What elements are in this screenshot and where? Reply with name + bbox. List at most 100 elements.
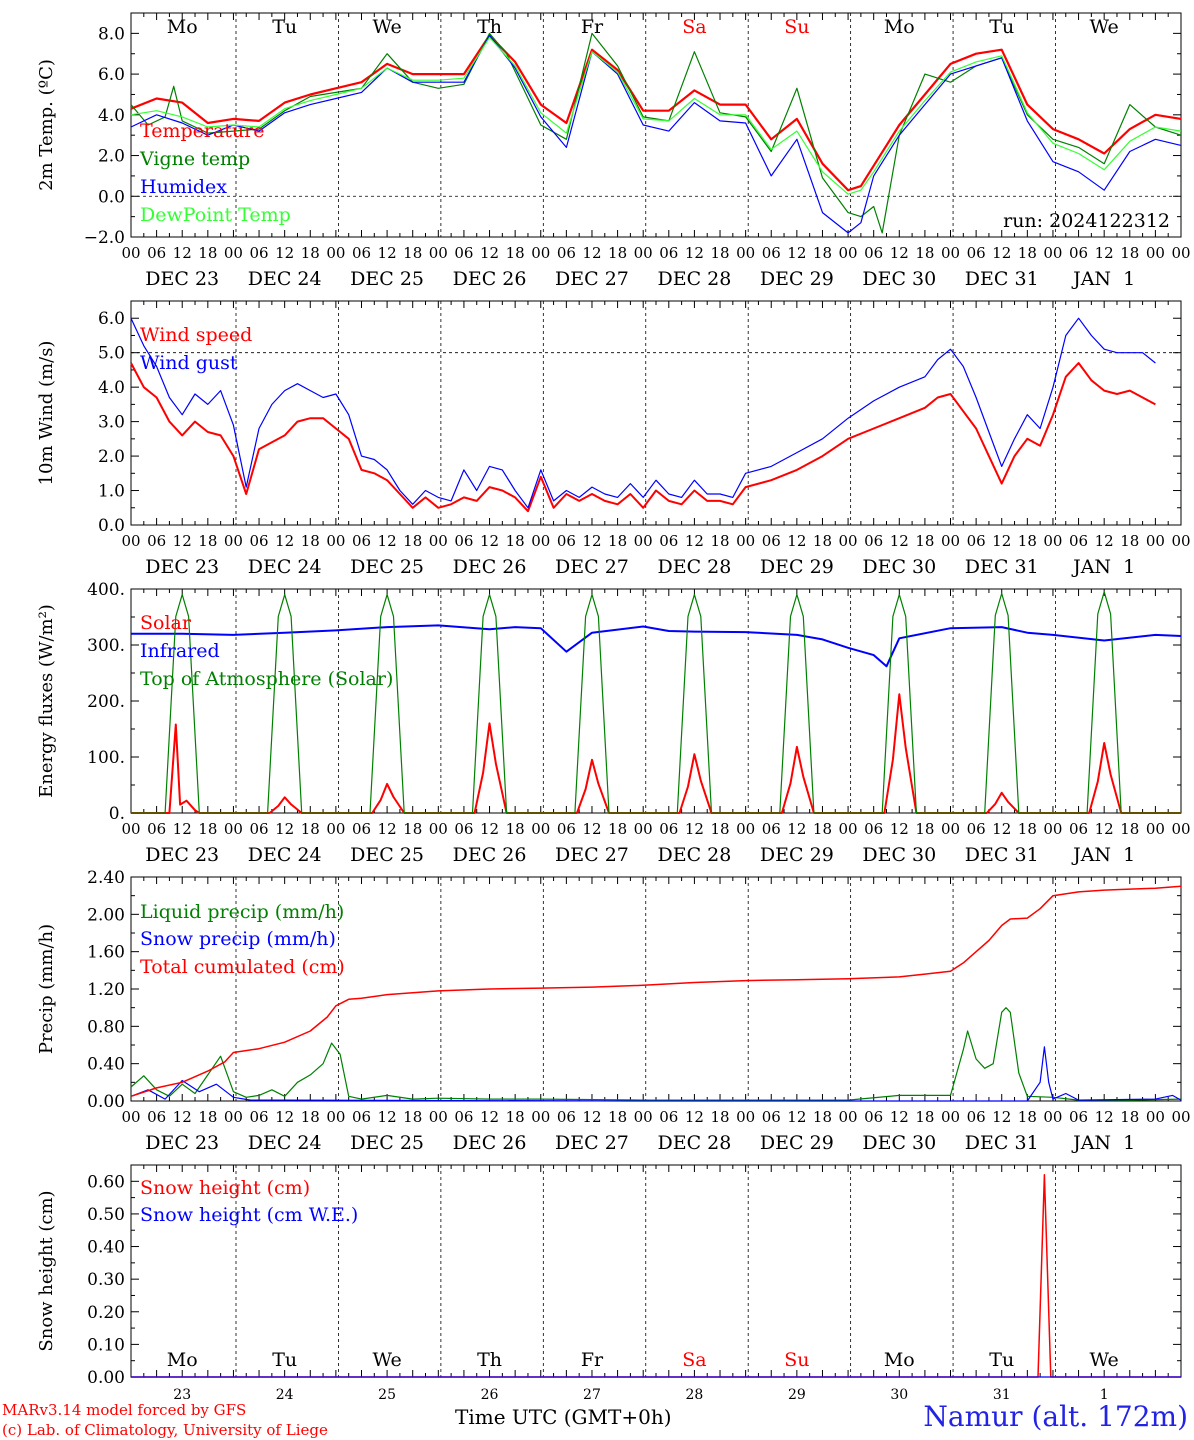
hour-tick-label: 06 (147, 244, 166, 262)
hour-tick-label: 18 (403, 244, 422, 262)
hour-tick-label: 12 (992, 532, 1011, 550)
hour-tick-label: 12 (173, 820, 192, 838)
weekday-label: Su (784, 1349, 809, 1371)
hour-tick-label: 06 (659, 244, 678, 262)
date-label: DEC 26 (453, 1132, 527, 1154)
hour-tick-label: 12 (480, 820, 499, 838)
hour-tick-label: 06 (1069, 532, 1088, 550)
hour-tick-label: 18 (608, 244, 627, 262)
y-tick-label: 100. (87, 748, 125, 768)
hour-tick-label: 00 (941, 1108, 960, 1126)
weekday-label: We (1090, 1349, 1119, 1371)
day-number-label: 27 (583, 1387, 601, 1403)
date-label: DEC 27 (555, 268, 629, 290)
date-label: DEC 27 (555, 844, 629, 866)
series-line (130, 36, 1182, 195)
hour-tick-label: 06 (659, 820, 678, 838)
hour-tick-label: 18 (198, 1108, 217, 1126)
run-annotation: run: 2024122312 (1003, 210, 1170, 232)
hour-tick-label: 18 (198, 244, 217, 262)
hour-tick-label: 12 (173, 244, 192, 262)
hour-tick-label: 18 (506, 532, 525, 550)
hour-tick-label: 06 (967, 820, 986, 838)
hour-tick-label: 06 (454, 820, 473, 838)
hour-tick-label: 18 (813, 532, 832, 550)
hour-tick-label: 06 (967, 1108, 986, 1126)
y-axis-label: Energy fluxes (W/m²) (36, 604, 57, 798)
hour-tick-label: 00 (1043, 244, 1062, 262)
day-number-label: 26 (481, 1387, 499, 1403)
y-tick-label: 0.60 (87, 1172, 125, 1192)
hour-tick-label: 00 (121, 244, 140, 262)
y-tick-label: 300. (87, 636, 125, 656)
hour-tick-label: 18 (608, 820, 627, 838)
hour-tick-label: 06 (762, 820, 781, 838)
hour-tick-label: 06 (557, 532, 576, 550)
hour-tick-label: 06 (352, 532, 371, 550)
hour-tick-label: 18 (403, 532, 422, 550)
series-line (131, 693, 1181, 814)
hour-tick-label: 06 (762, 244, 781, 262)
hour-tick-label: 12 (275, 1108, 294, 1126)
hour-tick-label: 00 (531, 1108, 550, 1126)
y-tick-label: 3.0 (98, 413, 125, 433)
y-tick-label: 200. (87, 692, 125, 712)
hour-tick-label: 06 (147, 532, 166, 550)
series-group (130, 32, 1182, 234)
hour-tick-label: 18 (710, 244, 729, 262)
hour-tick-label: 12 (378, 532, 397, 550)
hour-tick-label: 00 (121, 1108, 140, 1126)
hour-tick-label: 00 (326, 244, 345, 262)
date-label: DEC 29 (760, 844, 834, 866)
hour-tick-label: 18 (1018, 532, 1037, 550)
date-label: DEC 28 (657, 268, 731, 290)
hour-tick-label: 12 (992, 244, 1011, 262)
hour-tick-label: 18 (1120, 244, 1139, 262)
hour-tick-label: 06 (762, 1108, 781, 1126)
hour-tick-label: 06 (352, 244, 371, 262)
date-label: DEC 24 (248, 844, 322, 866)
date-label: DEC 31 (965, 556, 1039, 578)
hour-tick-label: 06 (864, 1108, 883, 1126)
hour-tick-label: 06 (147, 820, 166, 838)
hour-tick-label: 06 (659, 532, 678, 550)
hour-tick-label: 00 (839, 244, 858, 262)
hour-tick-label: 18 (506, 1108, 525, 1126)
legend-entry: Wind gust (140, 352, 238, 374)
date-label: DEC 28 (657, 844, 731, 866)
date-label: DEC 27 (555, 1132, 629, 1154)
hour-tick-label: 18 (1018, 1108, 1037, 1126)
hour-tick-label: 18 (506, 244, 525, 262)
hour-tick-label: 12 (582, 820, 601, 838)
hour-tick-label: 06 (557, 820, 576, 838)
date-label: JAN 1 (1071, 556, 1135, 578)
date-label: JAN 1 (1071, 268, 1135, 290)
y-tick-label: 0.00 (87, 1368, 125, 1388)
hour-tick-label: 00 (941, 532, 960, 550)
hour-tick-label: 00 (634, 820, 653, 838)
hour-tick-label: 12 (480, 532, 499, 550)
hour-tick-label: 12 (1095, 1108, 1114, 1126)
hour-tick-label: 00 (1171, 244, 1190, 262)
hour-tick-label: 18 (915, 820, 934, 838)
weekday-label: Mo (884, 16, 915, 38)
hour-tick-label: 00 (429, 1108, 448, 1126)
hour-tick-label: 12 (173, 1108, 192, 1126)
hour-tick-label: 06 (557, 244, 576, 262)
hour-tick-label: 00 (224, 244, 243, 262)
plot-frame (130, 588, 1182, 814)
hour-tick-label: 00 (634, 532, 653, 550)
weekday-label: Su (784, 16, 809, 38)
y-tick-label: 0.40 (87, 1055, 125, 1075)
hour-tick-label: 06 (352, 1108, 371, 1126)
hour-tick-label: 00 (1146, 244, 1165, 262)
y-tick-label: 0.0 (98, 187, 125, 207)
y-axis-label: Snow height (cm) (36, 1190, 57, 1351)
day-number-label: 31 (993, 1387, 1011, 1403)
hour-tick-label: 12 (787, 820, 806, 838)
date-label: DEC 24 (248, 1132, 322, 1154)
hour-tick-label: 06 (1069, 244, 1088, 262)
hour-tick-label: 00 (1043, 820, 1062, 838)
lab-credit-line: (c) Lab. of Climatology, University of L… (2, 1421, 328, 1439)
hour-tick-label: 18 (1120, 1108, 1139, 1126)
